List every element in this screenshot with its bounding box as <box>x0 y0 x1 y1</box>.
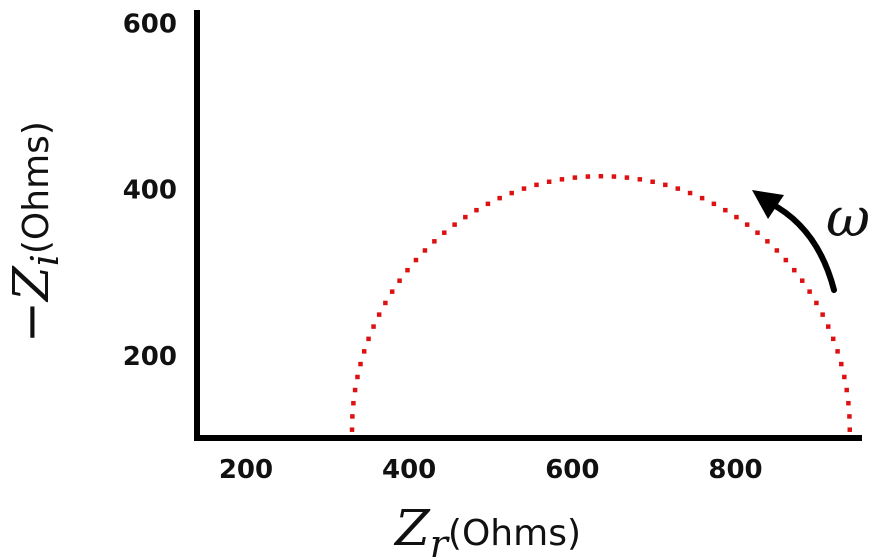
data-point <box>637 177 643 182</box>
data-point <box>799 278 805 283</box>
curved-arrow-shaft <box>767 200 837 293</box>
data-point <box>814 300 819 306</box>
data-point <box>383 300 388 306</box>
x-axis-symbol: Z <box>393 499 431 557</box>
x-tick-label: 600 <box>545 455 599 485</box>
data-point <box>534 182 539 188</box>
data-point <box>452 222 457 227</box>
data-point <box>358 361 363 367</box>
y-axis-label: −Zi(Ohms) <box>2 121 67 343</box>
data-point <box>485 201 491 207</box>
data-point <box>723 207 728 213</box>
data-point <box>611 174 617 179</box>
y-axis-unit: (Ohms) <box>16 121 57 254</box>
data-point <box>765 239 770 244</box>
x-axis-subscript: r <box>430 522 451 557</box>
data-point <box>842 374 847 380</box>
data-point <box>598 173 604 179</box>
data-point <box>463 214 468 220</box>
y-axis-subscript: i <box>23 254 67 266</box>
data-point <box>663 182 668 188</box>
data-point <box>349 427 355 432</box>
frequency-annotation: ω <box>752 186 870 293</box>
data-point <box>521 186 527 191</box>
data-point <box>687 190 693 196</box>
x-tick-label: 200 <box>219 455 273 485</box>
y-axis-minus: − <box>2 301 60 343</box>
data-point <box>699 195 705 201</box>
data-point <box>572 175 578 180</box>
data-point <box>559 177 565 182</box>
data-point <box>355 374 360 380</box>
data-point <box>352 387 358 393</box>
data-point <box>624 175 630 180</box>
y-tick-label: 600 <box>123 9 177 39</box>
data-point <box>497 195 502 201</box>
y-tick-label: 400 <box>123 176 177 206</box>
data-point <box>830 336 836 342</box>
data-point <box>474 207 479 213</box>
data-point <box>361 349 367 354</box>
data-point <box>783 257 789 263</box>
data-point <box>847 414 852 419</box>
data-point <box>844 387 849 393</box>
data-point <box>422 248 428 253</box>
data-point <box>675 186 681 191</box>
data-point <box>413 257 419 263</box>
data-point <box>397 278 402 283</box>
data-point <box>650 179 655 185</box>
data-point <box>847 427 853 432</box>
y-tick-label: 200 <box>123 342 177 372</box>
x-axis-label: Zr(Ohms) <box>393 499 581 557</box>
data-point <box>442 230 447 235</box>
data-point <box>350 414 355 419</box>
data-point <box>734 214 739 220</box>
data-point <box>366 336 371 342</box>
svg-text:−Zi(Ohms): −Zi(Ohms) <box>2 121 67 343</box>
data-point <box>389 289 395 294</box>
data-point <box>755 230 760 235</box>
data-point <box>509 190 514 196</box>
data-point <box>807 289 812 294</box>
tick-labels: 200 400 600 800 200 400 600 <box>123 9 763 485</box>
arrow-head-icon <box>752 190 784 219</box>
data-point <box>405 267 410 273</box>
x-tick-label: 800 <box>708 455 762 485</box>
data-point <box>820 312 825 317</box>
data-point <box>744 222 750 227</box>
data-point <box>835 349 840 354</box>
y-axis-symbol: Z <box>2 265 60 303</box>
x-axis-unit: (Ohms) <box>448 513 581 554</box>
data-point <box>711 201 717 207</box>
data-point <box>371 324 376 329</box>
data-point <box>774 248 780 253</box>
x-tick-label: 400 <box>382 455 436 485</box>
data-point <box>825 324 831 329</box>
data-point <box>846 400 851 406</box>
data-point <box>792 267 797 273</box>
data-point <box>351 400 356 406</box>
data-point <box>585 174 591 179</box>
data-point <box>839 361 844 367</box>
data-point <box>546 179 552 185</box>
data-point <box>432 239 437 244</box>
svg-text:Zr(Ohms): Zr(Ohms) <box>393 499 581 557</box>
omega-label: ω <box>826 186 870 249</box>
data-points <box>349 173 853 432</box>
axes <box>194 10 862 441</box>
data-point <box>376 312 382 317</box>
